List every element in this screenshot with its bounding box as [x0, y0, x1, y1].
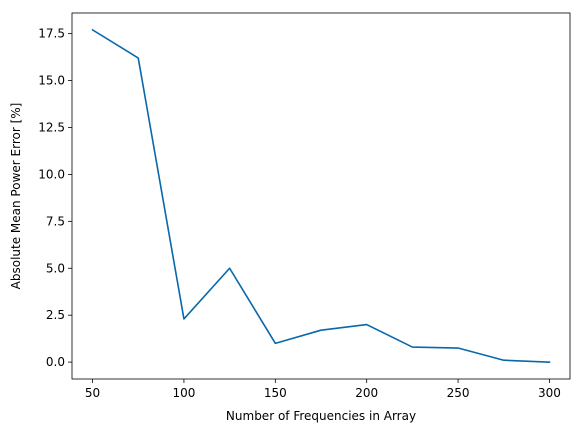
y-tick-label: 5.0 [46, 261, 65, 275]
x-tick-label: 50 [85, 386, 100, 400]
plot-frame [71, 12, 571, 380]
x-tick-label: 200 [355, 386, 378, 400]
x-axis-ticks: 50 100 150 200 250 300 [85, 379, 561, 400]
y-tick-label: 2.5 [46, 308, 65, 322]
x-axis-label: Number of Frequencies in Array [226, 409, 416, 423]
y-tick-label: 17.5 [38, 27, 65, 41]
y-tick-label: 7.5 [46, 214, 65, 228]
series-line [91, 28, 551, 363]
y-tick-label: 12.5 [38, 120, 65, 134]
y-axis-label: Absolute Mean Power Error [%] [9, 103, 23, 290]
x-tick-label: 300 [538, 386, 561, 400]
x-tick-label: 250 [447, 386, 470, 400]
y-axis-ticks: 0.0 2.5 5.0 7.5 10.0 12.5 15.0 17.5 [38, 27, 72, 369]
x-tick-label: 150 [264, 386, 287, 400]
x-tick-label: 100 [172, 386, 195, 400]
series-layer [91, 28, 551, 363]
y-tick-label: 0.0 [46, 355, 65, 369]
y-tick-label: 10.0 [38, 167, 65, 181]
y-tick-label: 15.0 [38, 74, 65, 88]
